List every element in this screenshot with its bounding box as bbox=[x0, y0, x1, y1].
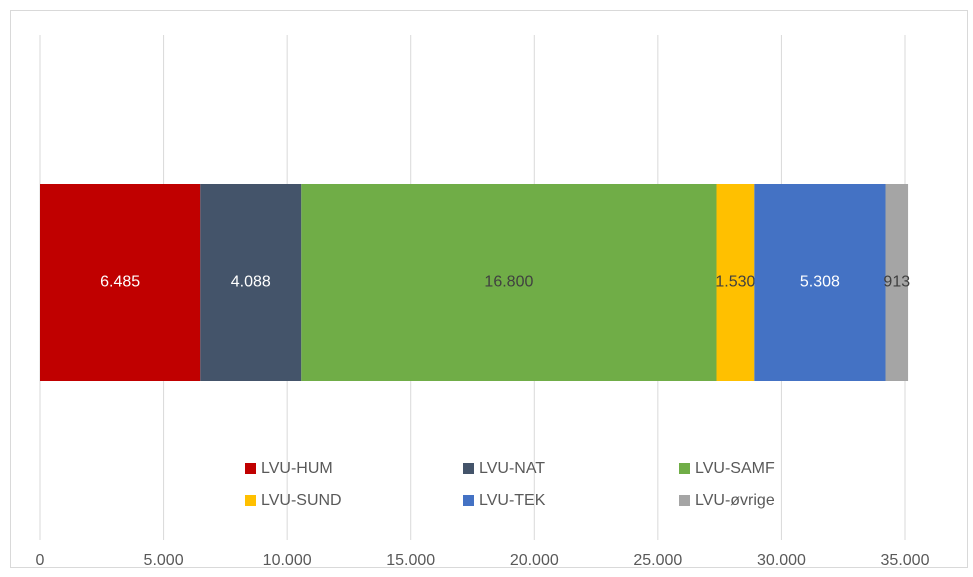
x-tick-label: 30.000 bbox=[757, 552, 806, 569]
x-tick-label: 5.000 bbox=[144, 552, 184, 569]
legend-swatch bbox=[245, 463, 256, 474]
bar-segment bbox=[754, 184, 886, 381]
legend-swatch bbox=[463, 463, 474, 474]
data-label: 4.088 bbox=[231, 274, 271, 291]
bar-segment bbox=[885, 184, 909, 381]
data-label: 5.308 bbox=[800, 274, 840, 291]
bar-segment bbox=[40, 184, 201, 381]
legend-label: LVU-SUND bbox=[261, 492, 342, 509]
x-tick-label: 25.000 bbox=[633, 552, 682, 569]
bar-segment bbox=[301, 184, 717, 381]
legend-swatch bbox=[679, 495, 690, 506]
legend-label: LVU-SAMF bbox=[695, 460, 775, 477]
x-tick-label: 0 bbox=[36, 552, 45, 569]
x-tick-label: 20.000 bbox=[510, 552, 559, 569]
legend-label: LVU-HUM bbox=[261, 460, 333, 477]
data-label: 913 bbox=[883, 274, 910, 291]
data-label: 16.800 bbox=[484, 274, 533, 291]
data-label: 6.485 bbox=[100, 274, 140, 291]
x-tick-label: 10.000 bbox=[263, 552, 312, 569]
legend-label: LVU-øvrige bbox=[695, 492, 775, 509]
legend-label: LVU-NAT bbox=[479, 460, 545, 477]
legend-swatch bbox=[463, 495, 474, 506]
x-tick-label: 15.000 bbox=[386, 552, 435, 569]
x-tick-label: 35.000 bbox=[881, 552, 930, 569]
legend-swatch bbox=[679, 463, 690, 474]
legend-label: LVU-TEK bbox=[479, 492, 546, 509]
data-label: 1.530 bbox=[715, 274, 755, 291]
legend-swatch bbox=[245, 495, 256, 506]
bar-segment bbox=[200, 184, 302, 381]
bar-segment bbox=[716, 184, 755, 381]
